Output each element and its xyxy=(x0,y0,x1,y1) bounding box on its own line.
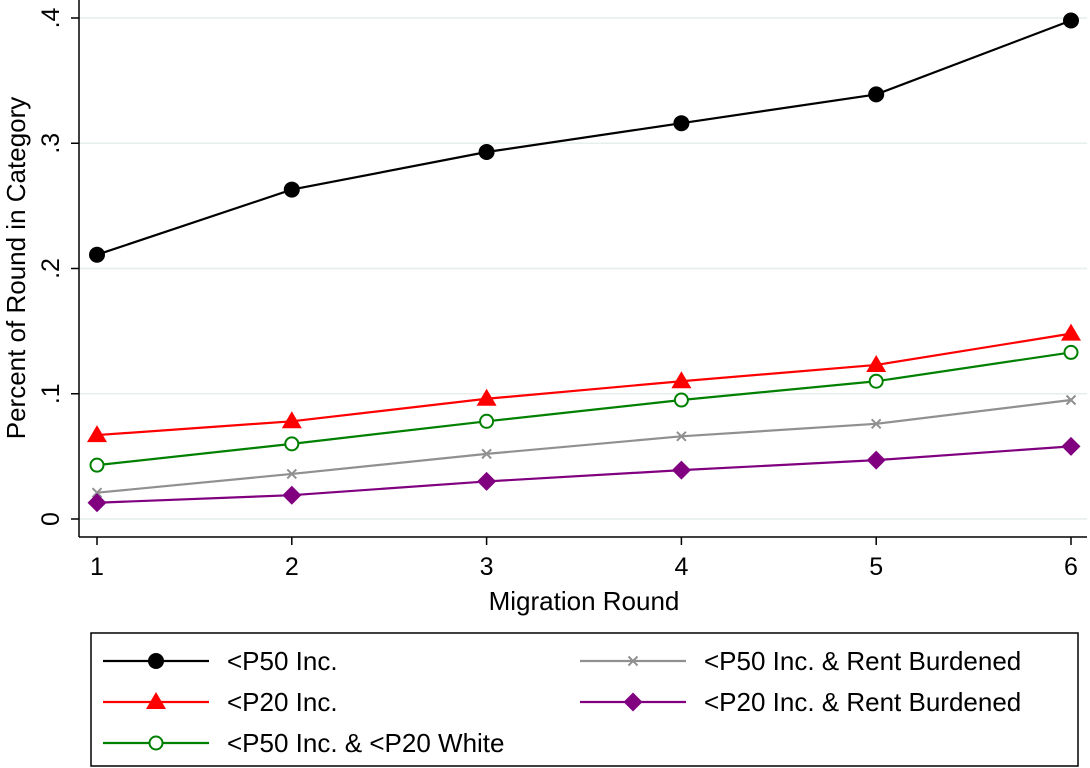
series-3 xyxy=(91,394,1077,498)
data-point xyxy=(627,655,639,667)
y-axis-title: Percent of Round in Category xyxy=(1,97,31,440)
data-point xyxy=(868,86,885,103)
data-point xyxy=(87,425,107,443)
axes: 0 .1 .2 .3 .4 1 2 3 4 5 6 xyxy=(37,0,1087,581)
legend-label: <P20 Inc. xyxy=(227,687,338,717)
data-point xyxy=(1061,323,1081,341)
x-axis-title: Migration Round xyxy=(489,586,680,616)
data-point xyxy=(623,692,643,712)
grid-lines xyxy=(79,17,1087,520)
series-2 xyxy=(89,344,1079,473)
series-line xyxy=(96,351,1072,467)
data-point xyxy=(1063,12,1079,29)
legend-item: <P50 Inc. xyxy=(103,646,338,676)
y-tick-label: .1 xyxy=(37,383,65,404)
series-0 xyxy=(89,12,1079,263)
y-tick-label: .3 xyxy=(37,133,65,154)
data-point xyxy=(481,448,492,460)
series-line xyxy=(96,445,1072,504)
x-tick-label: 5 xyxy=(869,553,883,581)
data-point xyxy=(671,371,692,389)
data-point xyxy=(89,457,105,473)
data-point xyxy=(91,487,103,498)
data-point xyxy=(281,411,302,429)
series-4 xyxy=(87,436,1081,513)
legend-item: <P50 Inc. & <P20 White xyxy=(103,728,505,758)
data-point xyxy=(89,246,105,263)
data-point xyxy=(868,373,884,389)
data-point xyxy=(673,115,690,132)
data-point xyxy=(148,653,164,669)
y-tick-label: 0 xyxy=(37,512,65,526)
legend-item: <P20 Inc. xyxy=(103,687,338,717)
data-point xyxy=(866,450,886,470)
legend-label: <P20 Inc. & Rent Burdened xyxy=(704,687,1021,717)
data-point xyxy=(286,468,298,480)
series-line xyxy=(96,398,1072,494)
legend-item: <P20 Inc. & Rent Burdened xyxy=(580,687,1021,717)
data-point xyxy=(146,692,166,709)
legend-item: <P50 Inc. & Rent Burdened xyxy=(580,646,1021,676)
data-point xyxy=(479,413,495,429)
data-point xyxy=(283,181,300,198)
data-point xyxy=(282,485,302,505)
x-tick-label: 6 xyxy=(1064,553,1078,581)
x-tick-label: 1 xyxy=(90,553,104,581)
y-tick-label: .4 xyxy=(37,7,65,28)
data-point xyxy=(477,471,497,491)
legend-label: <P50 Inc. & Rent Burdened xyxy=(704,646,1021,676)
y-tick-label: .2 xyxy=(37,258,65,279)
data-point xyxy=(866,354,887,372)
data-point xyxy=(673,392,689,408)
data-point xyxy=(1061,436,1081,456)
series-line xyxy=(96,332,1072,437)
data-point xyxy=(87,493,107,513)
series-lines xyxy=(87,12,1081,513)
series-line xyxy=(96,19,1072,256)
data-point xyxy=(284,436,300,452)
data-point xyxy=(1065,394,1077,406)
x-tick-label: 4 xyxy=(674,553,688,581)
x-tick-label: 2 xyxy=(285,553,299,581)
series-1 xyxy=(87,323,1081,443)
x-tick-label: 3 xyxy=(480,553,494,581)
data-point xyxy=(148,735,164,751)
data-point xyxy=(676,431,687,442)
data-point xyxy=(671,460,691,480)
data-point xyxy=(1063,344,1079,360)
data-point xyxy=(870,418,882,430)
legend-label: <P50 Inc. xyxy=(227,646,338,676)
legend-label: <P50 Inc. & <P20 White xyxy=(227,728,505,758)
data-point xyxy=(476,388,497,406)
legend-box xyxy=(90,632,1079,767)
data-point xyxy=(478,144,495,161)
legend: <P50 Inc. <P20 Inc. <P50 Inc. & <P20 White… xyxy=(90,632,1079,767)
